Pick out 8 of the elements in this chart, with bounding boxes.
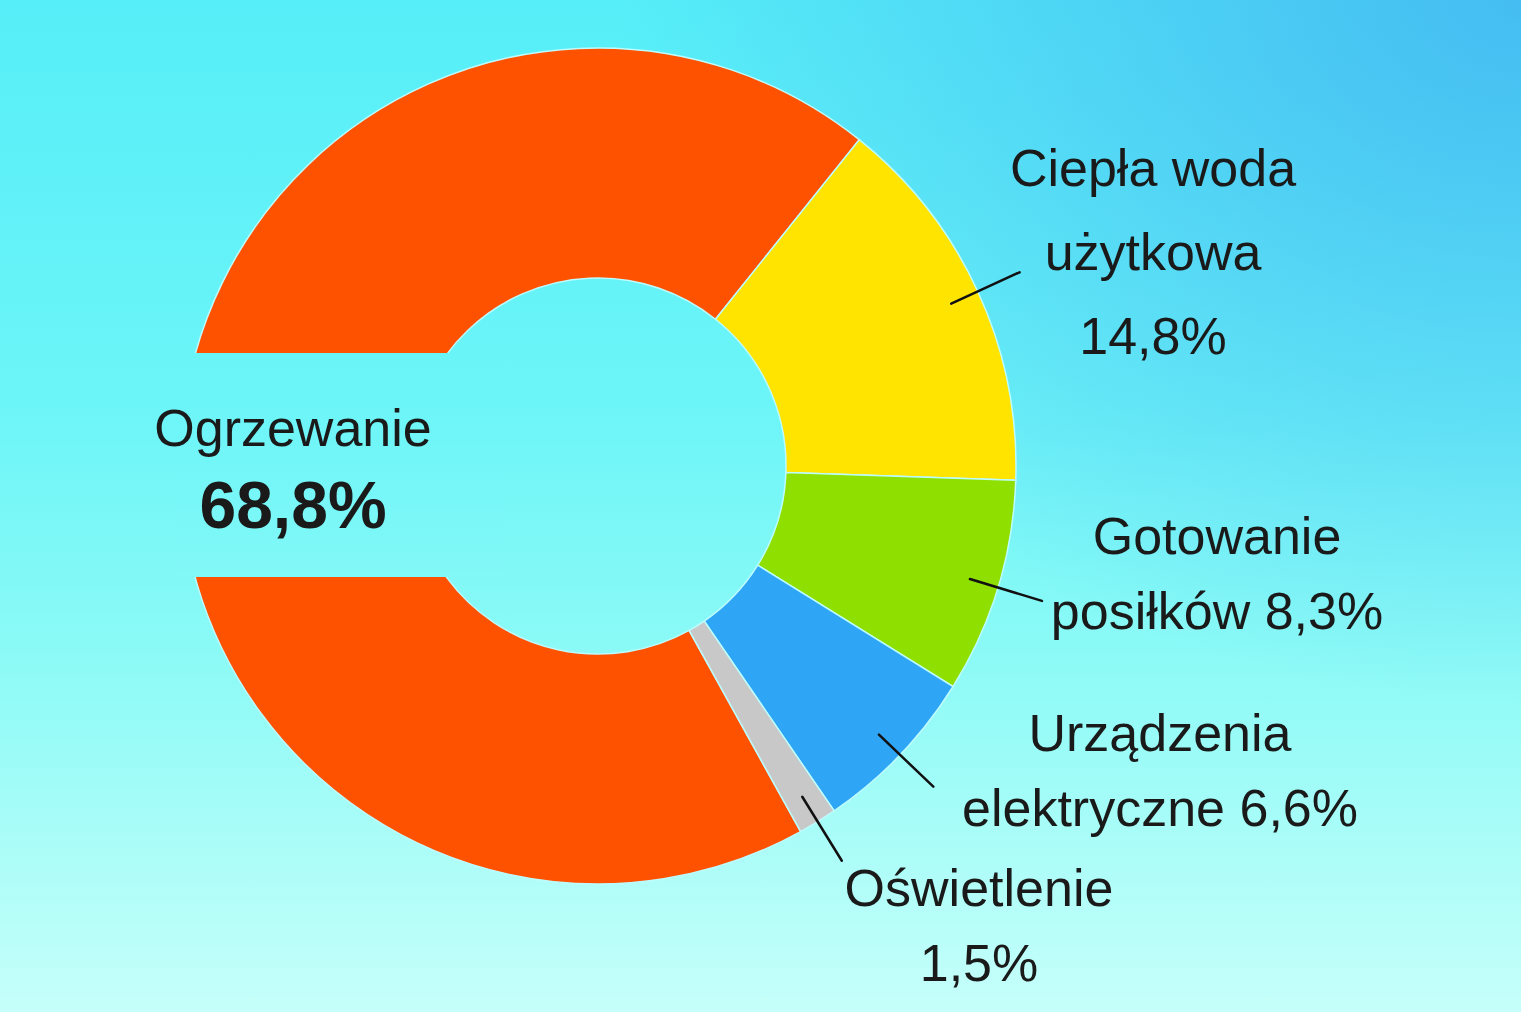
data-label: 68,8% [199, 468, 387, 542]
slice-label: Ciepła woda użytkowa [1009, 139, 1297, 281]
slice-label: Oświetlenie [844, 859, 1114, 917]
slice-label: Urządzenia elektryczne 6,6% [962, 704, 1358, 837]
slice-label: Gotowanie posiłków 8,3% [1050, 507, 1384, 640]
slice-label: Ogrzewanie [154, 399, 432, 457]
data-label: 1,5% [919, 934, 1039, 992]
data-label: 14,8% [1079, 307, 1227, 365]
